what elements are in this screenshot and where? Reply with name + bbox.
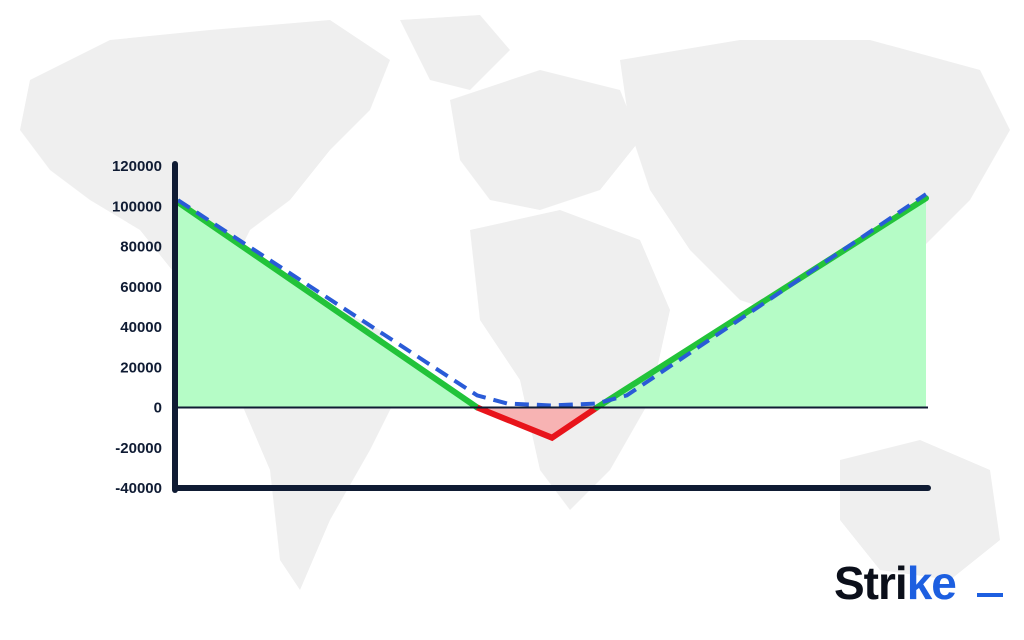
map-africa <box>470 210 670 510</box>
y-tick-label: 60000 <box>120 279 162 296</box>
dashed-payoff-line <box>176 192 928 408</box>
loss-area <box>477 407 597 438</box>
logo-arrow-icon <box>977 593 1003 597</box>
y-tick-label: 80000 <box>120 239 162 256</box>
logo-text-prefix: Stri <box>834 557 908 609</box>
y-tick-label: -20000 <box>115 440 162 457</box>
payoff-line-loss <box>476 404 599 442</box>
y-tick-label: 0 <box>154 400 162 417</box>
map-north-america <box>20 20 390 300</box>
y-tick-label: 40000 <box>120 319 162 336</box>
y-tick-label: 120000 <box>112 158 162 175</box>
strike-logo: Strike <box>834 557 1003 609</box>
y-tick-label: 20000 <box>120 359 162 376</box>
y-tick-label: 100000 <box>112 198 162 215</box>
map-australia <box>840 440 1000 580</box>
map-europe <box>450 70 640 210</box>
map-greenland <box>400 15 510 90</box>
logo-text-accent: ke <box>906 557 957 609</box>
y-tick-label: -40000 <box>115 480 162 497</box>
payoff-line-left <box>175 199 481 411</box>
